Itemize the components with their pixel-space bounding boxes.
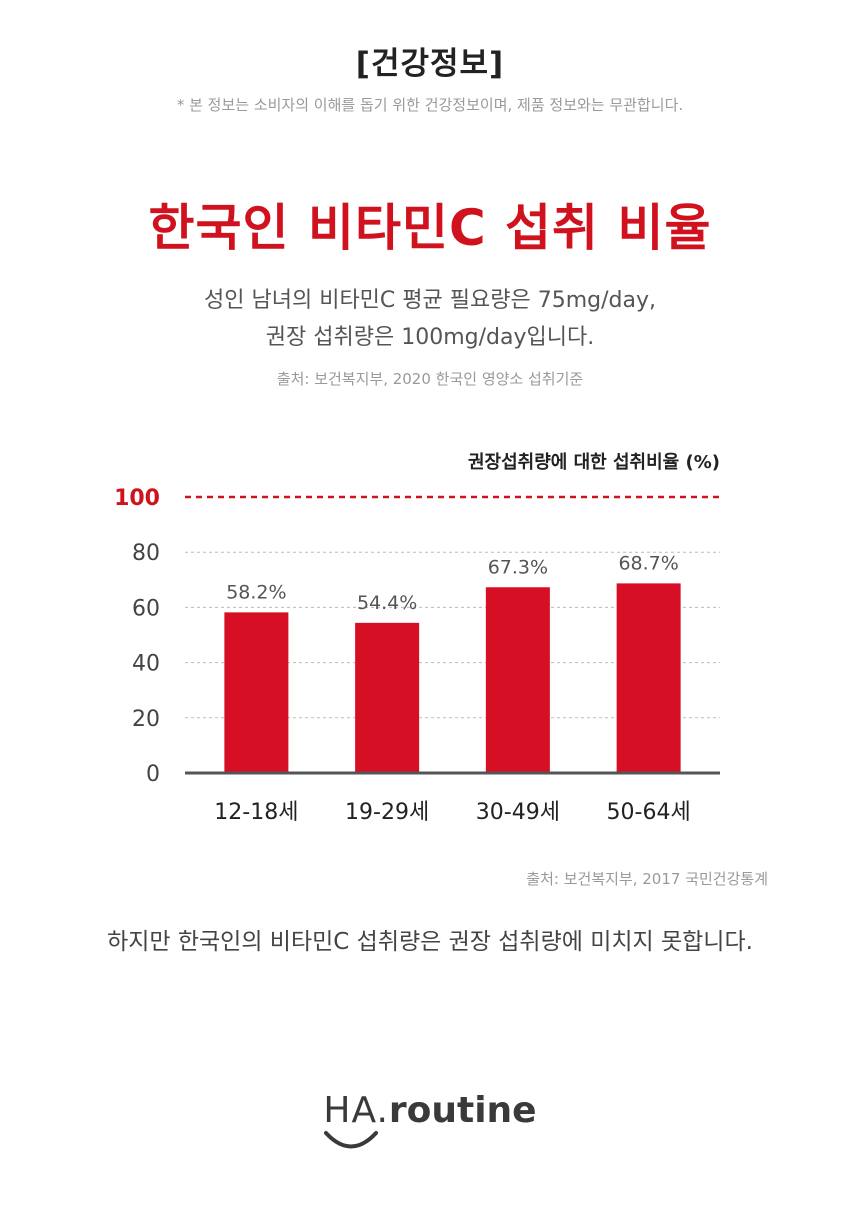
brand-logo: HA. routine [0, 1090, 860, 1149]
conclusion: 하지만 한국인의 비타민C 섭취량은 권장 섭취량에 미치지 못합니다. [107, 929, 753, 955]
headline: 한국인 비타민C 섭취 비율 [148, 199, 712, 257]
y-tick-label: 80 [132, 541, 160, 566]
bar-4 [616, 583, 681, 773]
x-tick-label: 30-49세 [476, 800, 560, 825]
y-tick-label: 0 [146, 762, 160, 787]
data-label: 67.3% [488, 556, 548, 578]
section-tag: [건강정보] [355, 46, 505, 82]
y-tick-label: 20 [132, 707, 160, 732]
chart-title: 권장섭취량에 대한 섭취비율 (%) [468, 452, 720, 473]
bar-3 [485, 587, 550, 773]
smile-icon [324, 1131, 379, 1149]
bar-1 [224, 612, 289, 773]
x-tick-label: 12-18세 [214, 800, 298, 825]
intro-text: 성인 남녀의 비타민C 평균 필요량은 75mg/day, 권장 섭취량은 10… [0, 282, 860, 356]
logo-text-routine: routine [388, 1090, 537, 1131]
y-tick-label: 100 [114, 486, 160, 511]
y-tick-label: 40 [132, 652, 160, 677]
x-tick-label: 50-64세 [607, 800, 691, 825]
disclaimer: * 본 정보는 소비자의 이해를 돕기 위한 건강정보이며, 제품 정보와는 무… [176, 96, 684, 114]
logo-text-ha: HA. [323, 1090, 389, 1131]
chart-container: 권장섭취량에 대한 섭취비율 (%) 0 20 40 60 80 100 58.2% 12-18… [0, 440, 860, 840]
data-label: 58.2% [226, 581, 286, 603]
x-tick-label: 19-29세 [345, 800, 429, 825]
source-bottom: 출처: 보건복지부, 2017 국민건강통계 [526, 870, 768, 888]
intro-line-1: 성인 남녀의 비타민C 평균 필요량은 75mg/day, [204, 288, 656, 313]
y-tick-label: 60 [132, 596, 160, 621]
source-top: 출처: 보건복지부, 2020 한국인 영양소 섭취기준 [276, 370, 584, 388]
bar-chart: 권장섭취량에 대한 섭취비율 (%) 0 20 40 60 80 100 58.2% 12-18… [114, 452, 720, 825]
data-label: 54.4% [357, 592, 417, 614]
data-label: 68.7% [618, 552, 678, 574]
intro-line-2: 권장 섭취량은 100mg/day입니다. [265, 325, 595, 350]
bar-2 [355, 622, 420, 773]
